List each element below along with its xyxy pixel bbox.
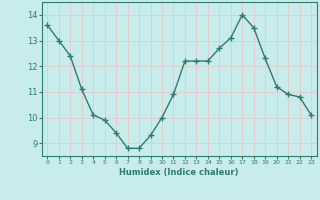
X-axis label: Humidex (Indice chaleur): Humidex (Indice chaleur) — [119, 168, 239, 177]
